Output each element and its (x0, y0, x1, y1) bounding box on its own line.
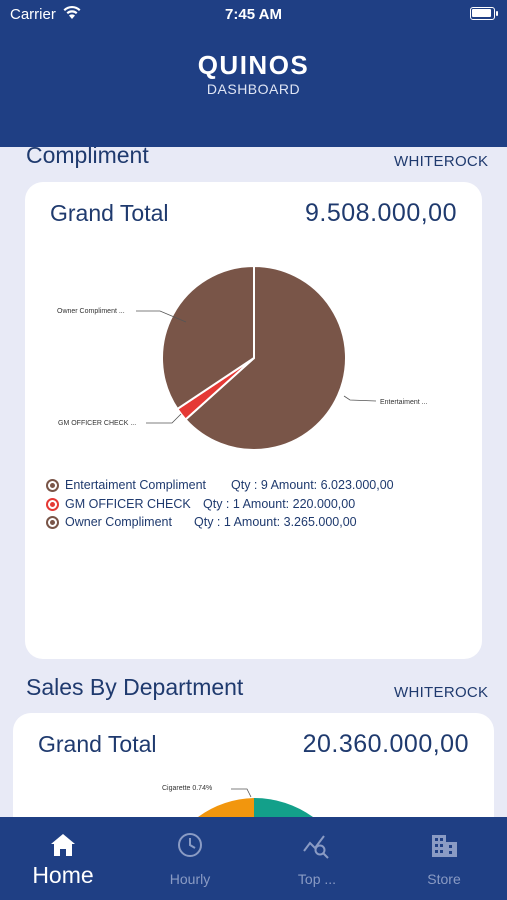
tab-hourly[interactable]: Hourly (127, 817, 253, 900)
building-icon (432, 835, 457, 857)
pie-label-gm: GM OFFICER CHECK ... (58, 420, 136, 427)
legend-item-name: Owner Compliment (65, 515, 172, 529)
pie-leader-gm (146, 413, 182, 424)
sales-grand-total-label: Grand Total (38, 731, 157, 757)
grand-total-label: Grand Total (50, 200, 169, 226)
clock-icon (178, 833, 202, 857)
app-header: Carrier 7:45 AM QUINOS DASHBOARD (0, 0, 507, 147)
pie-slice (254, 797, 313, 823)
clock-time: 7:45 AM (225, 6, 282, 23)
legend-item-qty-amount: Qty : 9 Amount: 6.023.000,00 (231, 478, 394, 492)
pie-slice[interactable] (161, 264, 255, 411)
pie-leader-owner (136, 310, 187, 323)
compliment-store-name[interactable]: WHITEROCK (394, 153, 489, 170)
sales-pie-chart[interactable]: Cigarette 0.74% (13, 713, 494, 823)
app-subtitle: DASHBOARD (206, 81, 301, 97)
pie-slice[interactable] (184, 264, 347, 451)
legend-item-qty-amount: Qty : 1 Amount: 220.000,00 (203, 496, 356, 511)
wifi-icon (63, 5, 81, 19)
pie-label-cigarette: Cigarette 0.74% (162, 785, 212, 792)
bottom-tab-bar: Home Hourly Top ... Store (0, 817, 507, 900)
pie-slice (198, 798, 254, 823)
legend-radio-icon (46, 497, 59, 511)
pie-leader-entertainment (343, 395, 377, 402)
sales-section-title: Sales By Department (26, 674, 244, 700)
legend-radio-icon (46, 479, 59, 492)
tab-top[interactable]: Top ... (254, 817, 380, 900)
pie-label-owner: Owner Compliment ... (57, 308, 125, 315)
sales-grand-total-value: 20.360.000,00 (302, 730, 469, 758)
grand-total-value: 9.508.000,00 (305, 199, 457, 227)
pie-label-entertainment: Entertaiment ... (380, 399, 428, 406)
legend-radio-icon (46, 516, 59, 529)
legend-item-name: Entertaiment Compliment (65, 478, 207, 492)
legend-item-name: GM OFFICER CHECK (65, 496, 191, 511)
battery-icon (470, 7, 498, 20)
trend-search-icon (303, 835, 329, 859)
sales-store-name[interactable]: WHITEROCK (394, 684, 489, 701)
legend-item-qty-amount: Qty : 1 Amount: 3.265.000,00 (194, 515, 357, 529)
pie-leader-cigarette (231, 788, 252, 798)
status-bar: Carrier 7:45 AM (0, 0, 507, 28)
app-title: QUINOS (197, 50, 310, 80)
carrier-label: Carrier (10, 6, 56, 23)
tab-label: Store (427, 871, 461, 887)
tab-home[interactable]: Home (0, 817, 126, 900)
home-icon (51, 834, 75, 856)
tab-store[interactable]: Store (381, 817, 507, 900)
tab-label: Top ... (297, 871, 337, 887)
tab-label: Home (32, 862, 94, 888)
tab-label: Hourly (169, 871, 211, 887)
